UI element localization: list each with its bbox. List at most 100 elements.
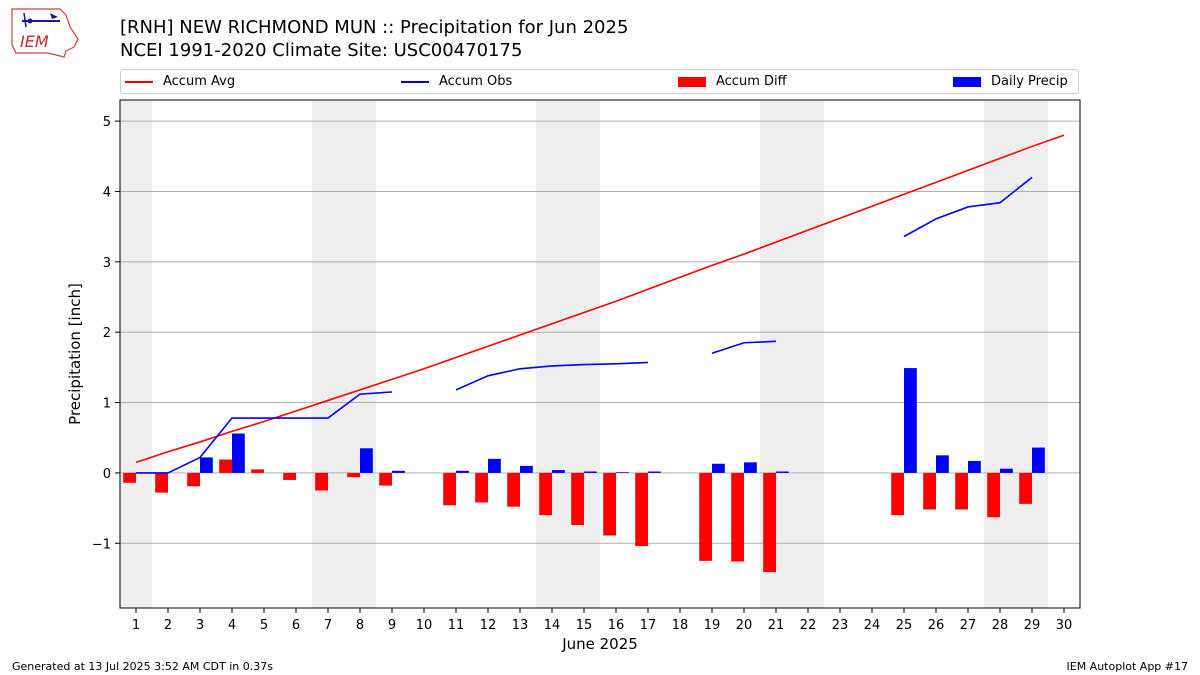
accum-diff-bar xyxy=(187,472,200,487)
x-tick-label: 10 xyxy=(416,618,433,633)
plot-frame xyxy=(119,99,1081,609)
accum-diff-bar xyxy=(475,472,488,503)
daily-precip-bar xyxy=(776,471,789,473)
daily-precip-bar xyxy=(1000,468,1013,473)
daily-precip-bar xyxy=(616,472,629,473)
y-tick-label: 1 xyxy=(103,397,111,412)
accum-obs-line xyxy=(711,340,777,355)
accum-obs-line xyxy=(136,391,393,474)
weekend-band xyxy=(312,100,344,608)
legend-swatch xyxy=(953,76,981,87)
x-axis-label: June 2025 xyxy=(561,635,638,653)
accum-obs-line xyxy=(455,361,649,391)
daily-precip-bar xyxy=(936,455,949,473)
accum-diff-bar xyxy=(571,472,584,525)
legend-item-accum-avg: Accum Avg xyxy=(125,73,235,91)
accum-diff-bar xyxy=(987,472,1000,518)
x-tick-label: 16 xyxy=(608,618,625,633)
x-tick-label: 7 xyxy=(324,618,332,633)
accum-diff-bar xyxy=(443,472,456,506)
accum-diff-bar xyxy=(379,472,392,486)
x-tick-label: 13 xyxy=(512,618,529,633)
legend-swatch xyxy=(678,76,706,87)
logo-text: IEM xyxy=(20,32,49,51)
x-tick-label: 15 xyxy=(576,618,593,633)
weekend-band xyxy=(792,100,824,608)
legend-item-daily-precip: Daily Precip xyxy=(953,73,1068,91)
x-tick-label: 1 xyxy=(132,618,140,633)
x-tick-label: 28 xyxy=(992,618,1009,633)
accum-diff-bar xyxy=(539,472,552,516)
accum-diff-bar xyxy=(155,472,168,493)
x-tick-label: 3 xyxy=(196,618,204,633)
legend: Accum Avg Accum Obs Accum Diff Daily Pre… xyxy=(120,69,1079,94)
x-tick-label: 25 xyxy=(896,618,913,633)
x-tick-label: 19 xyxy=(704,618,721,633)
legend-swatch xyxy=(125,80,153,83)
weekend-band xyxy=(536,100,568,608)
x-tick-label: 5 xyxy=(260,618,268,633)
accum-diff-bar xyxy=(283,472,296,480)
x-tick-label: 14 xyxy=(544,618,561,633)
iem-logo: IEM xyxy=(11,8,79,58)
accum-diff-bar xyxy=(731,472,744,562)
app-credit: IEM Autoplot App #17 xyxy=(1066,660,1189,673)
daily-precip-bar xyxy=(584,471,597,473)
x-tick-label: 4 xyxy=(228,618,236,633)
accum-diff-bar xyxy=(603,472,616,536)
daily-precip-bar xyxy=(520,465,533,473)
generated-note: Generated at 13 Jul 2025 3:52 AM CDT in … xyxy=(12,660,273,673)
daily-precip-bar xyxy=(712,463,725,473)
daily-precip-bar xyxy=(488,458,501,473)
legend-item-accum-diff: Accum Diff xyxy=(678,73,787,91)
accum-diff-bar xyxy=(1019,472,1032,504)
x-tick-label: 8 xyxy=(356,618,364,633)
y-tick-label: 3 xyxy=(103,256,111,271)
x-tick-label: 21 xyxy=(768,618,785,633)
accum-diff-bar xyxy=(251,469,264,473)
weekend-band xyxy=(984,100,1016,608)
daily-precip-bar xyxy=(552,470,565,473)
daily-precip-bar xyxy=(392,470,405,473)
accum-obs-line xyxy=(903,176,1033,238)
x-tick-label: 18 xyxy=(672,618,689,633)
daily-precip-bar xyxy=(232,433,245,473)
weekend-band xyxy=(568,100,600,608)
x-tick-label: 20 xyxy=(736,618,753,633)
accum-diff-bar xyxy=(955,472,968,510)
chart-title: [RNH] NEW RICHMOND MUN :: Precipitation … xyxy=(120,17,629,38)
accum-diff-bar xyxy=(891,472,904,516)
accum-diff-bar xyxy=(699,472,712,561)
y-tick-label: 4 xyxy=(103,185,111,200)
daily-precip-bar xyxy=(648,471,661,473)
weekend-band xyxy=(344,100,376,608)
daily-precip-bar xyxy=(968,460,981,473)
accum-diff-bar xyxy=(507,472,520,507)
accum-diff-bar xyxy=(763,472,776,573)
daily-precip-bar xyxy=(1032,447,1045,473)
legend-swatch xyxy=(401,80,429,83)
x-tick-label: 6 xyxy=(292,618,300,633)
legend-label: Accum Avg xyxy=(163,74,236,89)
legend-label: Daily Precip xyxy=(991,74,1068,89)
legend-label: Accum Obs xyxy=(439,74,513,89)
y-tick-label: 0 xyxy=(103,467,111,482)
accum-diff-bar xyxy=(315,472,328,491)
daily-precip-bar xyxy=(200,457,213,473)
daily-precip-bar xyxy=(456,470,469,473)
x-tick-label: 9 xyxy=(388,618,396,633)
y-tick-label: 5 xyxy=(103,115,111,130)
y-tick-label: −1 xyxy=(92,537,111,552)
accum-diff-bar xyxy=(347,472,360,478)
daily-precip-bar xyxy=(360,448,373,473)
x-tick-label: 26 xyxy=(928,618,945,633)
accum-diff-bar xyxy=(923,472,936,510)
y-axis-label: Precipitation [inch] xyxy=(66,283,84,425)
x-tick-label: 29 xyxy=(1024,618,1041,633)
weekend-band xyxy=(1016,100,1048,608)
x-tick-label: 11 xyxy=(448,618,465,633)
chart-subtitle: NCEI 1991-2020 Climate Site: USC00470175 xyxy=(120,40,523,61)
x-tick-label: 27 xyxy=(960,618,977,633)
x-tick-label: 12 xyxy=(480,618,497,633)
